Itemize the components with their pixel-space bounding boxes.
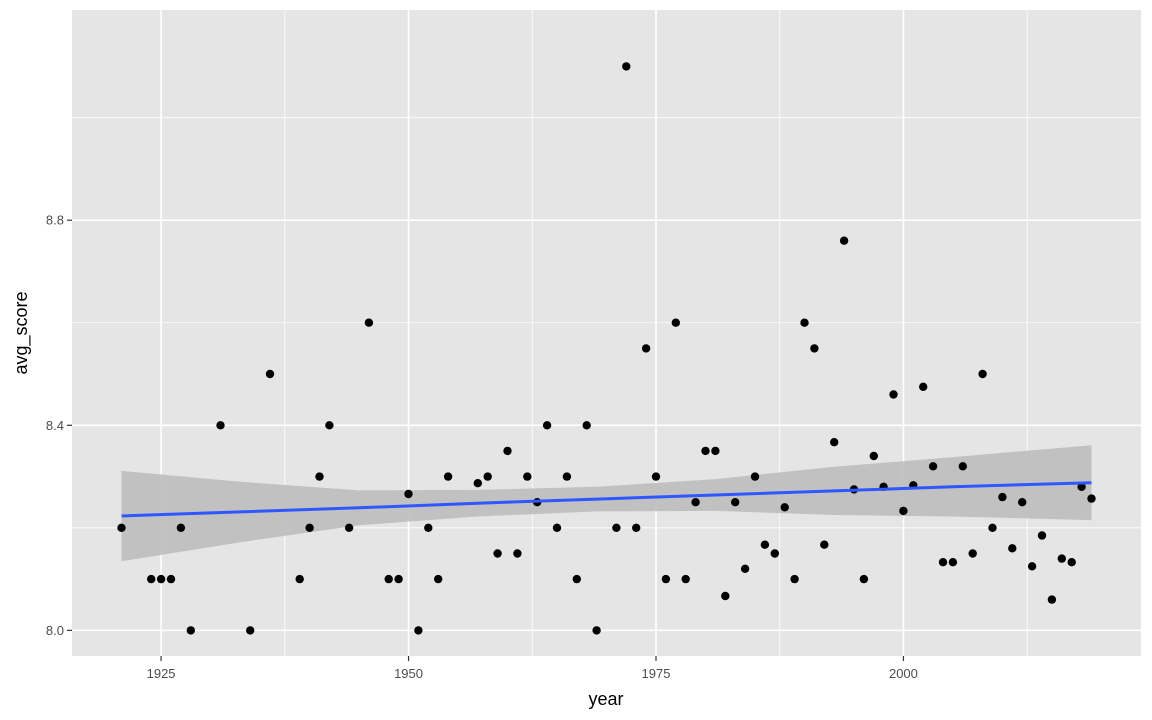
data-point — [998, 492, 1007, 502]
y-tick-label: 8.0 — [46, 623, 64, 638]
data-point — [147, 574, 156, 584]
data-point — [839, 236, 849, 245]
data-point — [958, 462, 967, 471]
confidence-band — [121, 445, 1092, 562]
data-point — [493, 549, 502, 558]
data-point — [1047, 595, 1057, 604]
data-point — [968, 549, 977, 558]
data-point — [632, 523, 641, 532]
data-point — [344, 523, 354, 532]
data-point — [760, 540, 770, 549]
data-point — [404, 489, 413, 499]
data-point — [503, 446, 512, 456]
x-tick-label: 1925 — [147, 666, 176, 681]
data-point — [721, 591, 730, 601]
data-point — [810, 344, 819, 353]
data-point — [938, 558, 948, 567]
data-point — [384, 574, 393, 584]
data-point — [562, 472, 572, 481]
data-point — [315, 472, 324, 481]
data-point — [859, 574, 869, 584]
data-point — [731, 498, 740, 507]
data-point — [701, 446, 710, 456]
data-point — [889, 390, 898, 399]
data-point — [117, 523, 126, 532]
data-point — [364, 318, 374, 327]
data-point — [542, 421, 552, 430]
data-point — [1027, 562, 1037, 571]
data-point — [513, 549, 522, 558]
data-point — [414, 626, 423, 635]
trend-line — [121, 481, 1092, 518]
data-point — [443, 472, 453, 481]
data-point — [1087, 494, 1096, 503]
data-point — [899, 506, 908, 516]
x-tick-label: 1975 — [642, 666, 671, 681]
data-point — [572, 574, 581, 584]
x-axis-title: year — [588, 689, 623, 709]
y-axis-title: avg_score — [11, 291, 32, 374]
data-point — [622, 62, 631, 71]
data-point — [295, 574, 304, 584]
data-point — [246, 626, 255, 635]
data-point — [305, 523, 314, 532]
data-point — [1077, 482, 1086, 491]
data-point — [770, 549, 779, 558]
data-point — [641, 344, 651, 353]
data-point — [711, 446, 720, 456]
data-point — [325, 421, 334, 430]
data-point — [800, 318, 809, 327]
data-point — [265, 369, 275, 379]
data-point — [166, 574, 176, 584]
data-point — [740, 564, 750, 573]
data-point — [1018, 498, 1027, 507]
data-point — [1037, 531, 1047, 540]
data-point — [978, 369, 987, 379]
y-tick-label: 8.8 — [46, 213, 64, 228]
x-tick-label: 1950 — [394, 666, 423, 681]
data-point — [156, 574, 166, 584]
data-point — [790, 574, 799, 584]
data-point — [661, 574, 671, 584]
data-point — [473, 479, 482, 488]
data-point — [750, 472, 760, 481]
data-point — [216, 421, 225, 430]
x-tick-label: 2000 — [889, 666, 918, 681]
plot-panel — [72, 10, 1141, 656]
data-point — [869, 451, 878, 461]
data-point — [1008, 544, 1017, 553]
x-axis: 1925 1950 1975 2000 — [147, 656, 918, 681]
data-point — [1057, 554, 1067, 563]
data-point — [552, 523, 562, 532]
y-axis: 8.0 8.4 8.8 — [46, 213, 72, 638]
data-point — [919, 382, 928, 391]
data-point — [483, 472, 492, 481]
data-point — [948, 558, 958, 567]
data-point — [186, 626, 195, 635]
data-point — [780, 503, 789, 512]
data-point — [671, 318, 680, 327]
data-point — [424, 523, 433, 532]
data-point — [651, 472, 661, 481]
data-point — [523, 472, 532, 481]
data-point — [830, 438, 839, 447]
data-point — [820, 540, 829, 549]
data-point — [681, 574, 690, 584]
data-point — [691, 498, 700, 507]
data-point — [612, 523, 621, 532]
data-point — [928, 462, 938, 471]
data-point — [176, 523, 186, 532]
data-point — [988, 523, 997, 532]
y-tick-label: 8.4 — [46, 418, 64, 433]
data-point — [582, 421, 591, 430]
data-point — [394, 574, 403, 584]
data-point — [434, 574, 443, 584]
data-point — [1067, 558, 1076, 567]
data-point — [592, 626, 601, 635]
